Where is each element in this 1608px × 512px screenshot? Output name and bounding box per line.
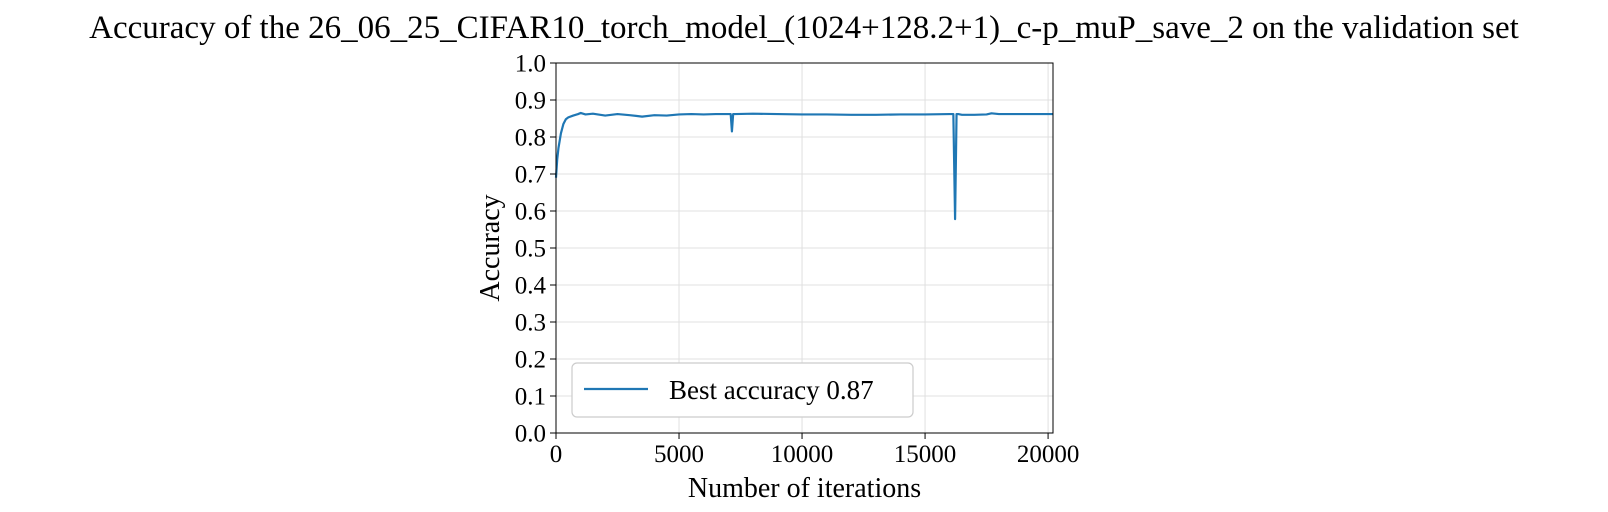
legend: Best accuracy 0.87	[571, 362, 914, 418]
legend-box	[571, 362, 914, 418]
legend-entry-label: Best accuracy 0.87	[669, 375, 874, 405]
x-tick-label-0: 0	[550, 441, 563, 468]
x-tick-label-4: 20000	[1017, 441, 1080, 468]
y-tick-label-10: 1.0	[515, 51, 546, 78]
x-tick-label-2: 10000	[771, 441, 834, 468]
x-tick-label-1: 5000	[654, 441, 704, 468]
y-tick-label-0: 0.0	[515, 421, 546, 448]
series-layer	[554, 111, 1053, 221]
x-tick-label-3: 15000	[894, 441, 957, 468]
chart-title: Accuracy of the 26_06_25_CIFAR10_torch_m…	[89, 10, 1519, 46]
y-tick-label-7: 0.7	[515, 162, 546, 189]
y-tick-label-3: 0.3	[515, 310, 546, 337]
axis-ticks: 0 5000 10000 15000 20000 0.0 0.1 0.2 0.3 0.4 0.5 0.…	[515, 51, 1080, 469]
y-tick-label-5: 0.5	[515, 236, 546, 263]
y-tick-label-9: 0.9	[515, 88, 546, 115]
y-tick-label-6: 0.6	[515, 199, 546, 226]
series-line-best-accuracy	[554, 111, 1053, 221]
x-axis-label: Number of iterations	[688, 473, 921, 504]
y-tick-label-1: 0.1	[515, 384, 546, 411]
y-tick-label-2: 0.2	[515, 347, 546, 374]
y-tick-label-4: 0.4	[515, 273, 547, 300]
y-tick-label-8: 0.8	[515, 125, 546, 152]
y-axis-label: Accuracy	[475, 194, 506, 301]
